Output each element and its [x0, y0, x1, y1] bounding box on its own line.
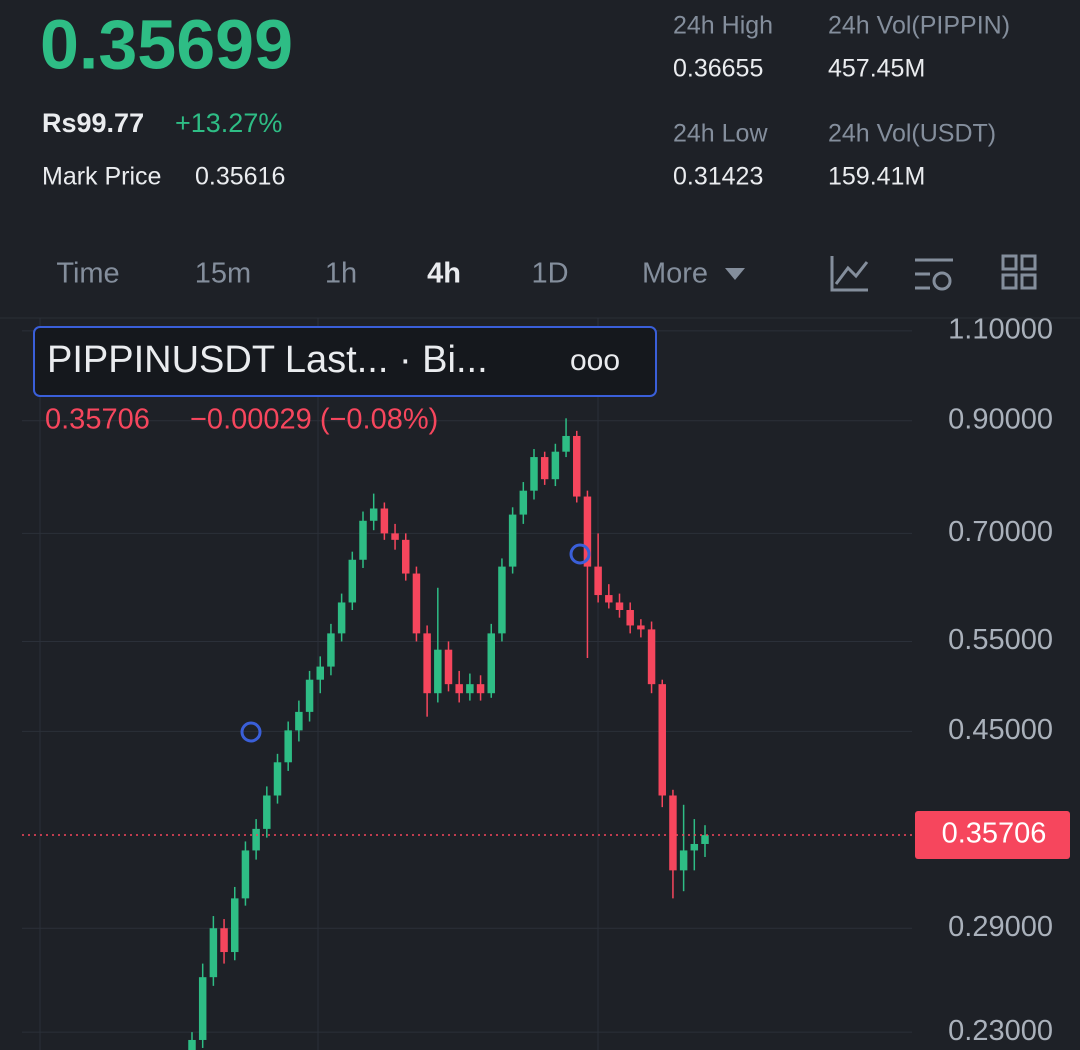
- candle-body: [626, 609, 634, 626]
- candle-body: [466, 684, 474, 694]
- candle-body: [476, 684, 485, 694]
- tab[interactable]: More: [642, 258, 708, 290]
- legend-more[interactable]: ooo: [570, 344, 620, 377]
- candle-body: [316, 666, 324, 680]
- y-tick-label: 0.45000: [948, 714, 1053, 746]
- event-marker[interactable]: [569, 543, 591, 565]
- candle-body: [423, 633, 431, 694]
- last-price: 0.35699: [40, 5, 293, 83]
- tab[interactable]: 15m: [195, 258, 251, 290]
- y-tick-label: 0.70000: [948, 516, 1053, 548]
- candle-body: [359, 520, 367, 560]
- candle-body: [284, 730, 292, 763]
- legend-change: −0.00029 (−0.08%): [190, 404, 438, 436]
- indicator-icon[interactable]: [830, 256, 869, 292]
- tab[interactable]: Time: [56, 258, 119, 290]
- y-tick-label: 0.29000: [948, 911, 1053, 943]
- candle-body: [444, 649, 453, 685]
- candle-body: [637, 625, 645, 630]
- y-tick-label: 0.55000: [948, 624, 1053, 656]
- fiat-price: Rs99.77: [42, 108, 144, 138]
- more-caret[interactable]: [725, 268, 745, 280]
- tabs: Time 15m 1h 4h 1D More: [56, 258, 708, 290]
- layout-icon[interactable]: [1001, 254, 1037, 290]
- legend-box[interactable]: [33, 326, 657, 397]
- candle-body: [647, 629, 656, 685]
- settings-icon[interactable]: [915, 258, 953, 291]
- candle-body: [369, 508, 378, 521]
- candle-body: [391, 533, 399, 540]
- candle-body: [583, 496, 592, 567]
- candle-body: [231, 898, 239, 953]
- candle-body: [263, 795, 271, 829]
- candle-body: [273, 762, 282, 796]
- candle-body: [519, 490, 528, 515]
- legend-title: PIPPINUSDT Last... · Bi...: [47, 339, 488, 381]
- price-change: +13.27%: [175, 108, 282, 138]
- candle-body: [679, 850, 688, 871]
- candle-body: [658, 684, 666, 796]
- y-tick-label: 1.10000: [948, 314, 1053, 346]
- candle-body: [380, 508, 389, 534]
- candle-body: [198, 977, 207, 1040]
- stat-label: 24h Vol(USDT): [828, 120, 996, 148]
- candle-body: [241, 850, 250, 899]
- legend-price: 0.35706: [45, 404, 150, 436]
- candle-body: [220, 928, 228, 953]
- stat-value: 159.41M: [828, 163, 925, 191]
- candle-body: [690, 843, 699, 851]
- candle-body: [508, 514, 517, 567]
- tab[interactable]: 1h: [325, 258, 357, 290]
- candle-body: [562, 435, 570, 452]
- candle-body: [188, 1039, 196, 1050]
- last-price-box: [915, 811, 1070, 860]
- candle-body: [412, 573, 421, 634]
- tab[interactable]: 1D: [531, 258, 568, 290]
- event-marker[interactable]: [240, 721, 262, 743]
- candle-body: [573, 435, 581, 497]
- stat-label: 24h High: [673, 12, 773, 40]
- candle-body: [455, 684, 463, 694]
- candle-body: [605, 595, 613, 603]
- stat-label: 24h Low: [673, 120, 768, 148]
- mark-value: 0.35616: [195, 163, 285, 191]
- candle-body: [295, 711, 303, 731]
- candle-body: [701, 835, 709, 844]
- candle-body: [498, 566, 506, 634]
- candle-body: [209, 928, 218, 978]
- candle-body: [327, 633, 335, 667]
- candle-body: [434, 649, 442, 694]
- stat-label: 24h Vol(PIPPIN): [828, 12, 1010, 40]
- candle-body: [305, 679, 314, 712]
- candle-body: [530, 457, 538, 491]
- candle-body: [402, 539, 410, 574]
- candle-body: [551, 451, 560, 480]
- stat-value: 457.45M: [828, 55, 925, 83]
- stat-value: 0.36655: [673, 55, 763, 83]
- candle-body: [669, 795, 677, 871]
- mark-label: Mark Price: [42, 163, 161, 191]
- candle-body: [594, 566, 602, 596]
- last-price-label: 0.35706: [942, 818, 1047, 850]
- candle-body: [540, 457, 549, 480]
- candle-body: [252, 828, 260, 851]
- y-tick-label: 0.90000: [948, 403, 1053, 435]
- candle-body: [348, 559, 357, 603]
- plot: 1.10000 0.90000 0.70000 0.55000 0.45000 0.290…: [22, 314, 1070, 1050]
- y-tick-label: 0.23000: [948, 1015, 1053, 1047]
- candle-body: [337, 602, 346, 634]
- tab[interactable]: 4h: [427, 258, 461, 290]
- stat-value: 0.31423: [673, 163, 763, 191]
- candle-body: [615, 602, 624, 610]
- candle-body: [487, 633, 495, 694]
